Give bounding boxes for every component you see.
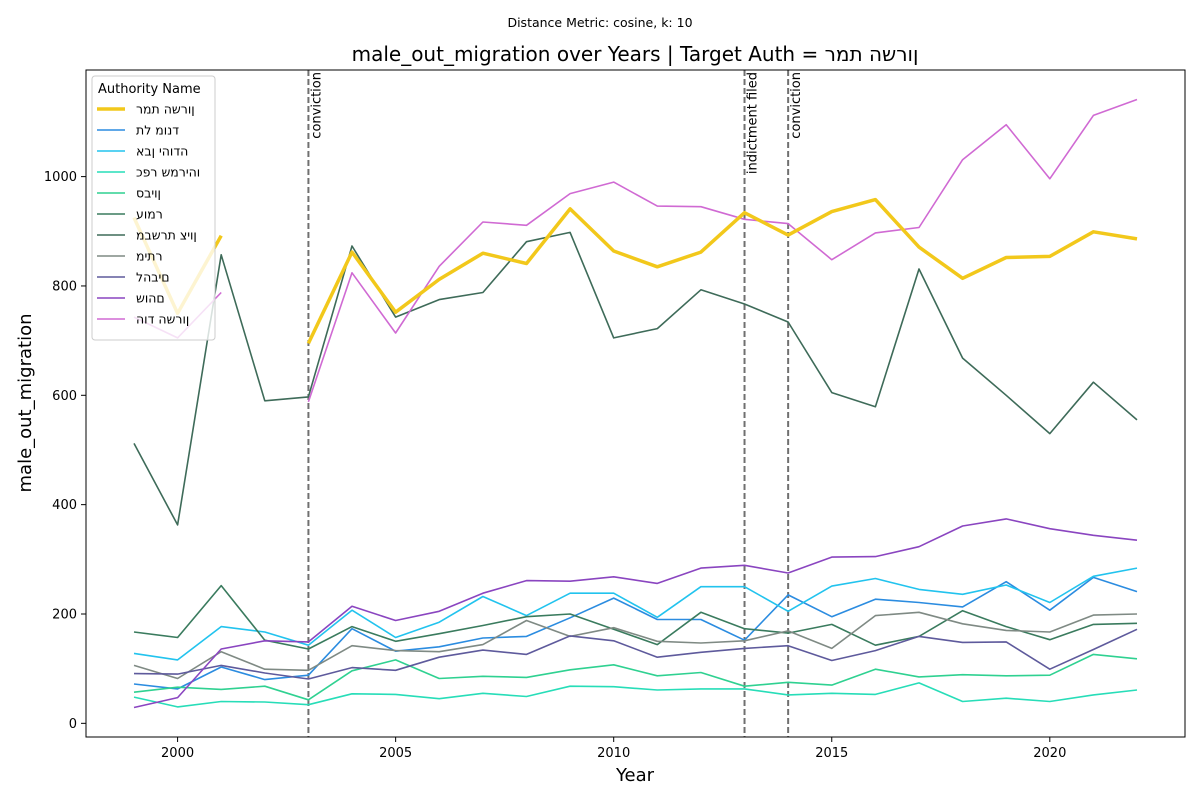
series-line	[133, 653, 1138, 701]
event-label: conviction	[789, 72, 804, 139]
legend-entry: םהוש	[136, 291, 165, 306]
series-line	[133, 231, 1138, 526]
legend-entry: םיבהל	[136, 270, 170, 285]
y-tick-label: 800	[52, 279, 77, 294]
legend-title: Authority Name	[98, 82, 201, 97]
series-line	[133, 567, 1138, 661]
series-line	[306, 197, 1138, 345]
x-tick-label: 2010	[597, 746, 630, 761]
series-line	[307, 98, 1138, 403]
event-label: conviction	[309, 72, 324, 139]
series-line	[133, 584, 1138, 650]
legend-entry: רתימ	[136, 249, 163, 264]
series-line	[133, 611, 1138, 680]
y-axis-label: male_out_migration	[15, 314, 36, 493]
legend-entry: ןויבס	[136, 186, 161, 201]
chart-suptitle: Distance Metric: cosine, k: 10	[507, 15, 692, 30]
legend-frame	[91, 75, 216, 341]
y-tick-label: 0	[69, 717, 77, 732]
legend-entry: ןורשה תמר	[136, 102, 195, 117]
x-tick-label: 2000	[161, 746, 194, 761]
chart-title: male_out_migration over Years | Target A…	[352, 42, 919, 66]
legend: Authority Name ןורשה תמר דנומ לת הדוהי ןבא ו…	[91, 75, 216, 341]
event-label: indictment filed	[746, 72, 761, 174]
x-axis-label: Year	[615, 765, 655, 786]
legend-entry: ןויצ תרשבמ	[136, 228, 197, 243]
x-tick-label: 2005	[379, 746, 412, 761]
x-axis: 2000 2005 2010 2015 2020	[161, 737, 1066, 761]
legend-entry: ןורשה דוה	[136, 312, 189, 327]
event-markers: conviction indictment filed conviction	[307, 70, 804, 737]
legend-entry: והירמש רפכ	[136, 165, 200, 180]
y-tick-label: 400	[52, 498, 77, 513]
series-line	[133, 518, 1138, 709]
legend-entry: הדוהי ןבא	[136, 144, 188, 159]
legend-entry: דנומ לת	[136, 123, 179, 138]
legend-entry: רמוע	[136, 207, 163, 222]
y-tick-label: 1000	[44, 170, 77, 185]
y-axis: 0 200 400 600 800 1000	[44, 170, 86, 732]
y-tick-label: 600	[52, 389, 77, 404]
series-line	[133, 682, 1138, 708]
series-line	[133, 576, 1138, 690]
x-tick-label: 2020	[1033, 746, 1066, 761]
series-line	[133, 628, 1138, 680]
plot-border	[85, 69, 1186, 738]
y-tick-label: 200	[52, 607, 77, 622]
x-tick-label: 2015	[815, 746, 848, 761]
